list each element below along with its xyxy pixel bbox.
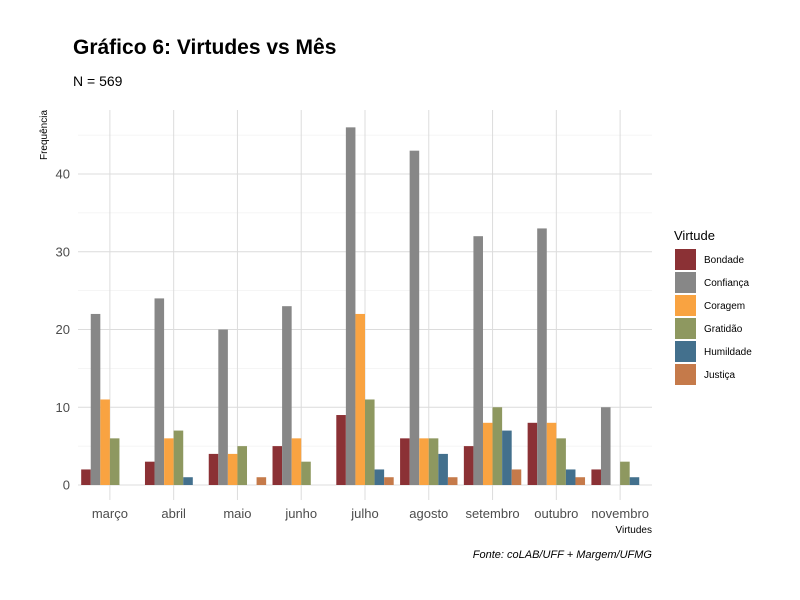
legend-label: Justiça bbox=[704, 370, 736, 381]
bar bbox=[301, 461, 311, 485]
x-tick-label: outubro bbox=[534, 506, 578, 521]
legend-label: Humildade bbox=[704, 347, 752, 358]
legend-label: Confiança bbox=[704, 278, 749, 289]
bar bbox=[409, 150, 420, 486]
x-tick-label: julho bbox=[350, 506, 378, 521]
bar bbox=[492, 407, 503, 485]
bar bbox=[173, 430, 184, 485]
y-tick-label: 10 bbox=[56, 400, 70, 415]
x-tick-label: junho bbox=[284, 506, 317, 521]
legend-title: Virtude bbox=[674, 228, 715, 243]
y-axis-title: Frequência bbox=[39, 110, 50, 160]
x-tick-label: abril bbox=[161, 506, 186, 521]
bar bbox=[218, 329, 228, 485]
bar bbox=[374, 469, 385, 485]
chart-caption: Fonte: coLAB/UFF + Margem/UFMG bbox=[473, 549, 653, 561]
x-tick-label: setembro bbox=[465, 506, 519, 521]
bar bbox=[591, 469, 601, 485]
bar bbox=[365, 399, 375, 485]
legend-key bbox=[675, 364, 696, 385]
x-tick-label: agosto bbox=[409, 506, 448, 521]
chart-subtitle: N = 569 bbox=[73, 73, 123, 89]
bar bbox=[183, 477, 193, 485]
x-axis-title: Virtudes bbox=[615, 525, 652, 536]
legend-label: Coragem bbox=[704, 301, 745, 312]
bar bbox=[154, 298, 165, 485]
bar bbox=[546, 422, 557, 485]
bar bbox=[164, 438, 174, 485]
bar bbox=[565, 469, 576, 485]
bar bbox=[482, 422, 493, 485]
bar bbox=[511, 469, 522, 485]
bar bbox=[291, 438, 302, 485]
x-tick-label: maio bbox=[223, 506, 251, 521]
bar bbox=[109, 438, 120, 485]
bar bbox=[384, 477, 394, 485]
bar bbox=[336, 415, 346, 485]
bar bbox=[600, 407, 611, 485]
bar bbox=[556, 438, 566, 485]
bar bbox=[629, 477, 640, 485]
y-axis-ticks: 0 10 20 30 40 bbox=[56, 167, 70, 493]
x-axis-ticks: março abril maio junho julho agosto setembro ou… bbox=[92, 506, 649, 521]
bar bbox=[256, 477, 267, 485]
bar bbox=[400, 438, 410, 485]
bar bbox=[272, 446, 283, 485]
legend-key bbox=[675, 272, 696, 293]
bar bbox=[447, 477, 458, 485]
legend: Virtude Bondade Confiança Coragem Gratidão H… bbox=[674, 228, 752, 385]
gridlines bbox=[78, 110, 652, 500]
x-tick-label: novembro bbox=[591, 506, 649, 521]
x-tick-label: março bbox=[92, 506, 128, 521]
bar bbox=[463, 446, 474, 485]
bar bbox=[237, 446, 248, 485]
bar bbox=[502, 430, 512, 485]
bar bbox=[620, 461, 630, 485]
y-tick-label: 20 bbox=[56, 322, 70, 337]
bar bbox=[282, 306, 292, 485]
bar bbox=[575, 477, 586, 485]
legend-key bbox=[675, 249, 696, 270]
legend-key bbox=[675, 318, 696, 339]
legend-key bbox=[675, 341, 696, 362]
bar bbox=[208, 453, 219, 485]
legend-key bbox=[675, 295, 696, 316]
bar bbox=[100, 399, 110, 485]
y-tick-label: 40 bbox=[56, 167, 70, 182]
bar bbox=[537, 228, 547, 486]
bar bbox=[227, 453, 238, 485]
bar bbox=[81, 469, 91, 485]
bar bbox=[428, 438, 439, 485]
legend-label: Bondade bbox=[704, 255, 744, 266]
y-tick-label: 30 bbox=[56, 244, 70, 259]
bar bbox=[355, 313, 365, 485]
bar bbox=[345, 127, 356, 485]
legend-items: Bondade Confiança Coragem Gratidão Humildade… bbox=[675, 249, 752, 385]
bar bbox=[419, 438, 429, 485]
bar bbox=[527, 422, 538, 485]
bar bbox=[90, 313, 101, 485]
legend-label: Gratidão bbox=[704, 324, 743, 335]
bar bbox=[473, 236, 483, 485]
chart-title: Gráfico 6: Virtudes vs Mês bbox=[73, 36, 337, 59]
y-tick-label: 0 bbox=[63, 478, 70, 493]
bars bbox=[81, 127, 640, 486]
bar bbox=[144, 461, 155, 485]
bar bbox=[438, 453, 448, 485]
